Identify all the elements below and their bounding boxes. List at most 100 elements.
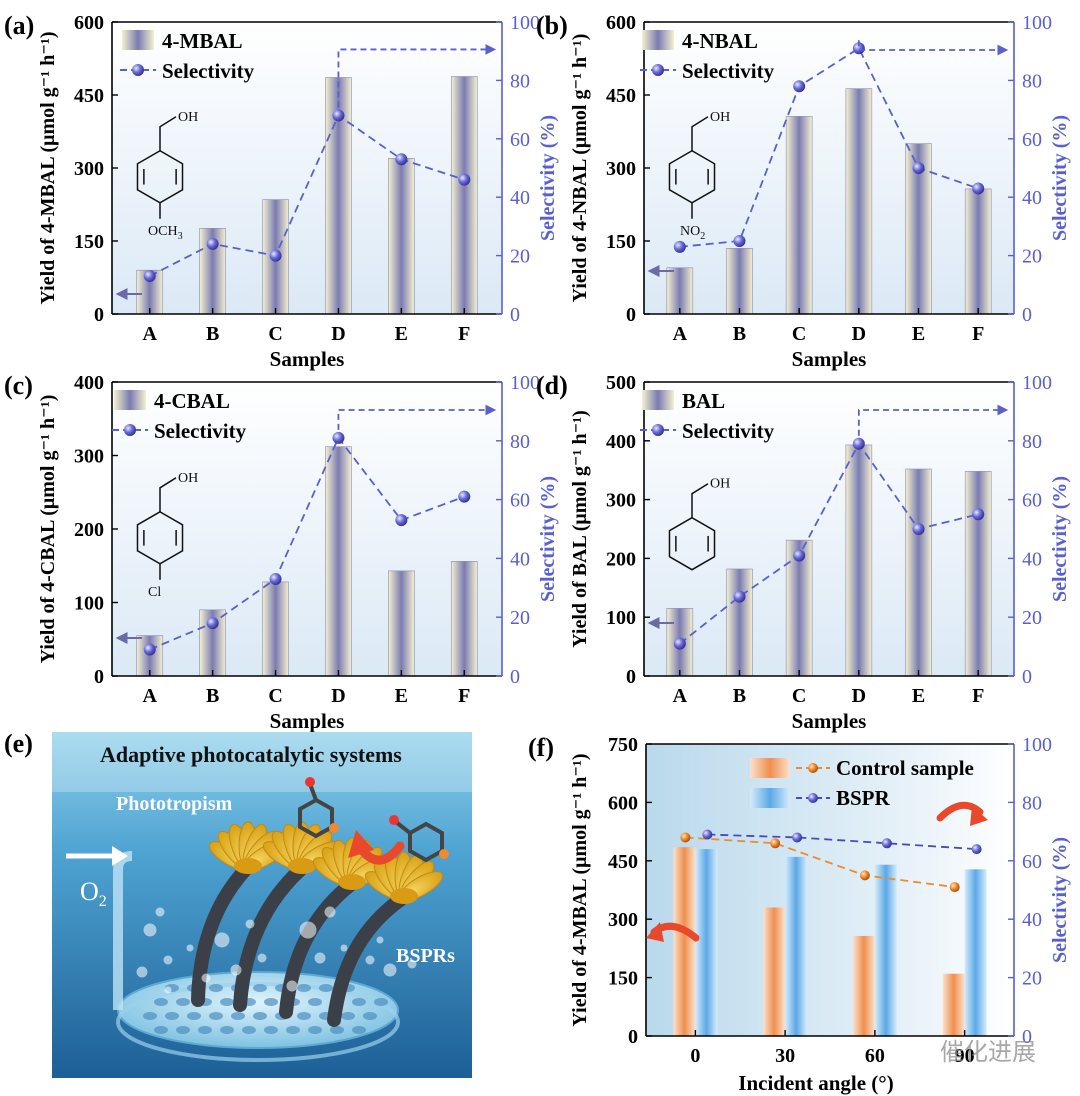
plate-hole [286, 1026, 300, 1034]
selectivity-point-B [733, 590, 746, 603]
plate-hole [319, 984, 333, 992]
ch2oh-bond [159, 116, 177, 151]
bubble [143, 923, 157, 937]
bubble [163, 955, 173, 965]
y2-tick-label: 0 [1022, 666, 1032, 688]
plate-hole [165, 1012, 179, 1020]
flower-center [234, 858, 262, 874]
x-tick-label: C [268, 323, 282, 345]
bar-F [450, 561, 478, 677]
selectivity-point-D [332, 109, 345, 122]
selectivity-point-A [673, 637, 686, 650]
bar-F [964, 188, 992, 315]
x-tick-label: E [395, 323, 408, 345]
bar-F [964, 471, 992, 677]
x-tick-label: B [206, 323, 219, 345]
bubble [286, 980, 298, 992]
legend-line-marker [132, 64, 144, 76]
y2-tick-label: 40 [1022, 187, 1042, 209]
ch2oh-bond [691, 483, 709, 518]
selectivity-point-F [458, 490, 471, 503]
molecule-left [298, 777, 339, 839]
control-selectivity-point-90 [949, 882, 960, 893]
y2-axis-label: Selectivity (%) [1049, 837, 1071, 963]
plate-hole [176, 998, 190, 1006]
x-tick-label: 90 [955, 1045, 975, 1067]
selectivity-point-B [206, 617, 219, 630]
y2-tick-label: 100 [1022, 734, 1052, 756]
ch2oh-bond [691, 116, 709, 151]
plate-hole [253, 1012, 267, 1020]
bubble [201, 973, 211, 983]
x-axis-label: Samples [270, 347, 345, 371]
bspr-bar-60 [874, 864, 897, 1036]
bar-C [262, 581, 289, 677]
y-tick-label: 450 [606, 85, 636, 107]
y2-tick-label: 20 [1022, 246, 1042, 268]
plate-hole [297, 1012, 311, 1020]
panel-d: 0 100 200 300 400 500 0 20 40 60 80 100 A B C D E F Sample… [536, 371, 1071, 733]
panel-e-label: (e) [4, 729, 33, 758]
y2-tick-label: 0 [510, 666, 520, 688]
right-axis-arrow [857, 404, 1009, 436]
control-bar-0 [673, 847, 696, 1036]
reaction-arrow [357, 841, 405, 865]
x-tick-label: 30 [775, 1045, 795, 1067]
x-tick-label: B [733, 323, 746, 345]
legend-line-marker [124, 424, 136, 436]
legend-bar-label: 4-MBAL [162, 29, 243, 53]
plot-area [644, 382, 1014, 676]
legend-bspr-label: BSPR [836, 786, 891, 810]
bar-D [845, 444, 873, 677]
plate-hole [187, 1012, 201, 1020]
bar-C [785, 539, 813, 677]
legend-bar-swatch [114, 390, 146, 410]
x-tick-label: F [458, 685, 470, 707]
bubble [245, 919, 255, 929]
selectivity-point-C [269, 572, 282, 585]
panel-b: 0 150 300 450 600 0 20 40 60 80 100 A B C D E F Samples Yi… [536, 11, 1071, 371]
legend-bspr-marker [808, 793, 818, 803]
selectivity-point-E [395, 514, 408, 527]
bspr-selectivity-point-90 [971, 844, 982, 855]
selectivity-point-D [852, 42, 865, 55]
bar-B [726, 568, 753, 677]
y-tick-label: 150 [74, 231, 104, 253]
right-axis-arrow [337, 404, 497, 430]
y-axis-label: Yield of 4-MBAL (μmol g⁻¹ h⁻¹) [37, 31, 59, 304]
bar-E [388, 570, 415, 677]
plate-hole [352, 1026, 366, 1034]
oh-label: OH [178, 471, 198, 486]
panel-f: 0 150 300 450 600 750 0 20 40 60 80 100 0 30 60 90 Incid… [528, 733, 1071, 1095]
legend-bar-label: BAL [682, 389, 725, 413]
x-tick-label: E [912, 685, 925, 707]
x-tick-label: A [673, 323, 688, 345]
flowers [208, 821, 444, 904]
y-axis-label: Yield of 4-CBAL (μmol g⁻¹ h⁻¹) [37, 395, 59, 664]
x-tick-label: D [852, 323, 866, 345]
bubble [383, 963, 397, 977]
y2-axis-label: Selectivity (%) [1049, 115, 1071, 241]
bar-D [845, 88, 873, 315]
control-bar-90 [942, 973, 965, 1036]
x-axis-label: Samples [792, 709, 867, 733]
y-axis-label: Yield of 4-MBAL (μmol g⁻¹ h⁻¹) [569, 753, 591, 1026]
bsprs-label: BSPRs [396, 945, 455, 967]
y-tick-label: 450 [74, 85, 104, 107]
x-tick-label: D [331, 323, 345, 345]
plate-edge [116, 982, 400, 1062]
flower-1 [208, 821, 288, 874]
left-axis-arrow-head [646, 922, 664, 942]
plate-hole [363, 1012, 377, 1020]
legend-line-label: Selectivity [162, 59, 255, 83]
bspr-bar-90 [964, 869, 987, 1036]
plate-hole [154, 1026, 168, 1034]
o2-label: O2 [80, 877, 107, 910]
bspr-selectivity-line [707, 833, 977, 851]
plate-hole [176, 1026, 190, 1034]
y2-tick-label: 60 [1022, 851, 1042, 873]
legend-control-bar-swatch [750, 758, 790, 778]
plate-hole [143, 1012, 157, 1020]
benzene-ring [668, 516, 716, 571]
y-tick-label: 600 [606, 12, 636, 34]
